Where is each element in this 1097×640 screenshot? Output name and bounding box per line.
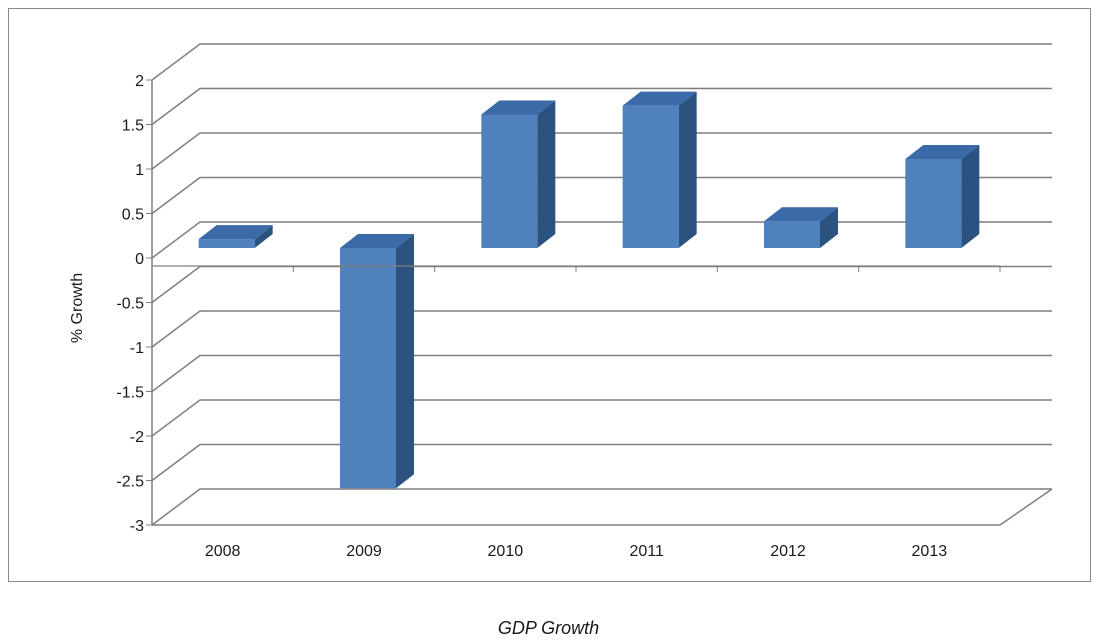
gridline xyxy=(151,265,1052,304)
bar-side xyxy=(678,91,697,248)
x-tick-label: 2010 xyxy=(488,543,524,560)
gridline xyxy=(151,354,1052,393)
bars xyxy=(198,91,980,489)
x-tick-label: 2009 xyxy=(346,543,382,560)
bar-2012 xyxy=(764,207,838,248)
category-axis: 2008 2009 2010 2011 2012 2013 xyxy=(152,265,1001,560)
gridline xyxy=(151,132,1052,170)
y-tick-label: 1 xyxy=(135,162,144,179)
x-tick-label: 2012 xyxy=(770,543,806,560)
bar-front xyxy=(764,221,820,248)
bar-top xyxy=(340,234,414,248)
gridlines xyxy=(151,43,1052,526)
bar-2010 xyxy=(481,100,556,248)
gridline xyxy=(151,43,1052,81)
bar-2011 xyxy=(622,91,697,248)
gridline xyxy=(151,488,1052,526)
gridline xyxy=(151,399,1052,437)
bar-front xyxy=(622,105,679,248)
y-axis-label: % Growth xyxy=(69,273,86,343)
x-tick-label: 2013 xyxy=(912,543,948,560)
x-tick-label: 2008 xyxy=(205,543,241,560)
bar-front xyxy=(340,248,396,489)
x-tick-label: 2011 xyxy=(629,543,664,560)
y-tick-label: -2.5 xyxy=(116,474,144,491)
y-tick-label: -0.5 xyxy=(116,296,144,313)
gridline xyxy=(151,443,1052,482)
y-tick-label: 0 xyxy=(135,251,144,268)
y-tick-label: -2 xyxy=(130,429,144,446)
gridline xyxy=(151,176,1052,215)
y-tick-label: -1 xyxy=(130,340,144,357)
gridline xyxy=(151,87,1052,126)
bar-side xyxy=(537,100,556,248)
bar-2013 xyxy=(905,145,980,248)
y-tick-label: 0.5 xyxy=(122,207,144,224)
bar-top xyxy=(905,145,980,159)
bar-side xyxy=(820,207,838,248)
bar-top xyxy=(481,100,556,115)
bar-front xyxy=(481,114,538,248)
y-tick-label: -1.5 xyxy=(116,385,144,402)
bar-front xyxy=(198,239,255,248)
bar-side xyxy=(961,145,980,248)
y-tick-label: 2 xyxy=(135,73,144,90)
bar-top xyxy=(198,225,273,240)
bar-top xyxy=(622,91,697,106)
value-axis: 2 1.5 1 0.5 0 -0.5 -1 -1.5 -2 -2.5 -3 xyxy=(116,73,1053,535)
gdp-growth-chart: 2 1.5 1 0.5 0 -0.5 -1 -1.5 -2 -2.5 -3 2008 2009 2010… xyxy=(69,43,1053,560)
chart-caption: GDP Growth xyxy=(497,618,600,638)
bar-side xyxy=(254,225,273,248)
bar-top xyxy=(764,207,838,222)
y-tick-label: 1.5 xyxy=(122,118,144,135)
bar-2009 xyxy=(340,234,414,489)
bar-2008 xyxy=(198,225,273,248)
bar-side xyxy=(396,234,414,489)
floor-right-edge xyxy=(999,488,1053,526)
gridline xyxy=(151,310,1052,348)
bar-front xyxy=(905,159,962,248)
y-tick-label: -3 xyxy=(130,518,144,535)
